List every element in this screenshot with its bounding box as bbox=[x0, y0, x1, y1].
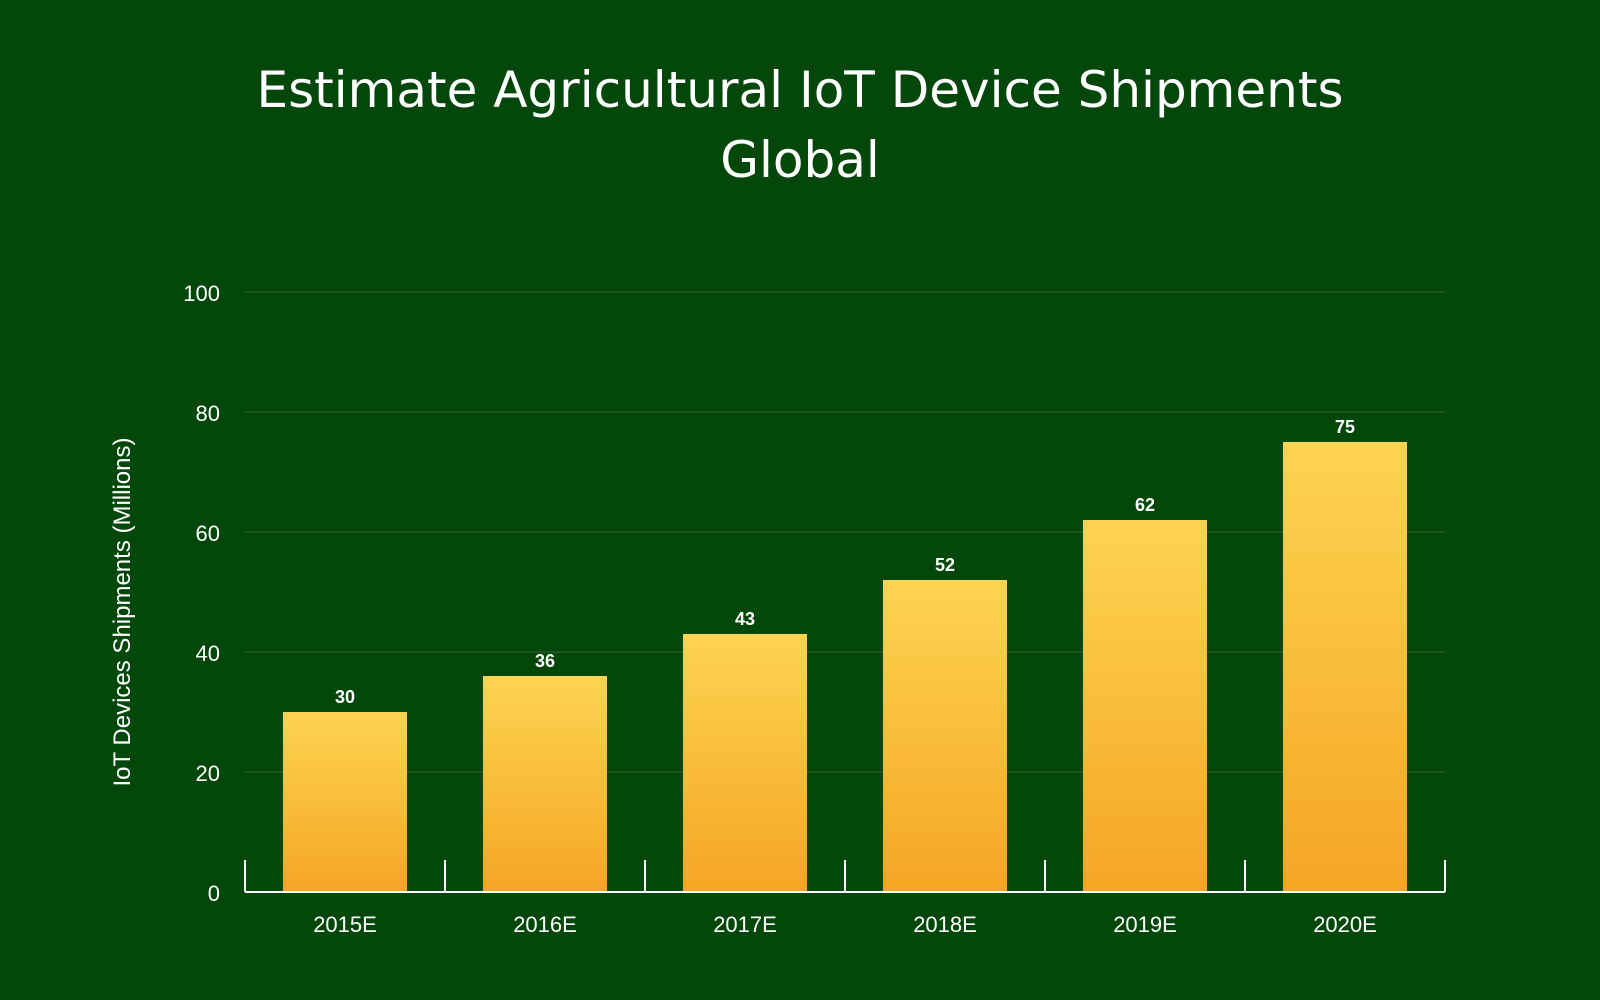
chart-title: Estimate Agricultural IoT Device Shipmen… bbox=[256, 61, 1344, 119]
x-tick-label: 2017E bbox=[713, 912, 777, 937]
y-tick-label: 40 bbox=[196, 641, 220, 666]
x-tick-label: 2018E bbox=[913, 912, 977, 937]
bar-2017E bbox=[683, 634, 807, 892]
bar-2019E bbox=[1083, 520, 1207, 892]
x-tick-label: 2015E bbox=[313, 912, 377, 937]
data-label: 30 bbox=[335, 687, 355, 707]
data-label: 36 bbox=[535, 651, 555, 671]
data-label: 43 bbox=[735, 609, 755, 629]
bar-2016E bbox=[483, 676, 607, 892]
data-label: 62 bbox=[1135, 495, 1155, 515]
x-tick-label: 2019E bbox=[1113, 912, 1177, 937]
bar-2020E bbox=[1283, 442, 1407, 892]
data-label: 52 bbox=[935, 555, 955, 575]
y-tick-label: 80 bbox=[196, 401, 220, 426]
y-axis-label: IoT Devices Shipments (Millions) bbox=[109, 438, 136, 787]
y-tick-label: 20 bbox=[196, 761, 220, 786]
x-tick-label: 2020E bbox=[1313, 912, 1377, 937]
y-tick-label: 0 bbox=[208, 881, 220, 906]
bar-2015E bbox=[283, 712, 407, 892]
y-tick-label: 100 bbox=[183, 281, 220, 306]
x-tick-label: 2016E bbox=[513, 912, 577, 937]
data-label: 75 bbox=[1335, 417, 1355, 437]
bar-2018E bbox=[883, 580, 1007, 892]
chart-subtitle: Global bbox=[720, 131, 880, 189]
y-tick-label: 60 bbox=[196, 521, 220, 546]
